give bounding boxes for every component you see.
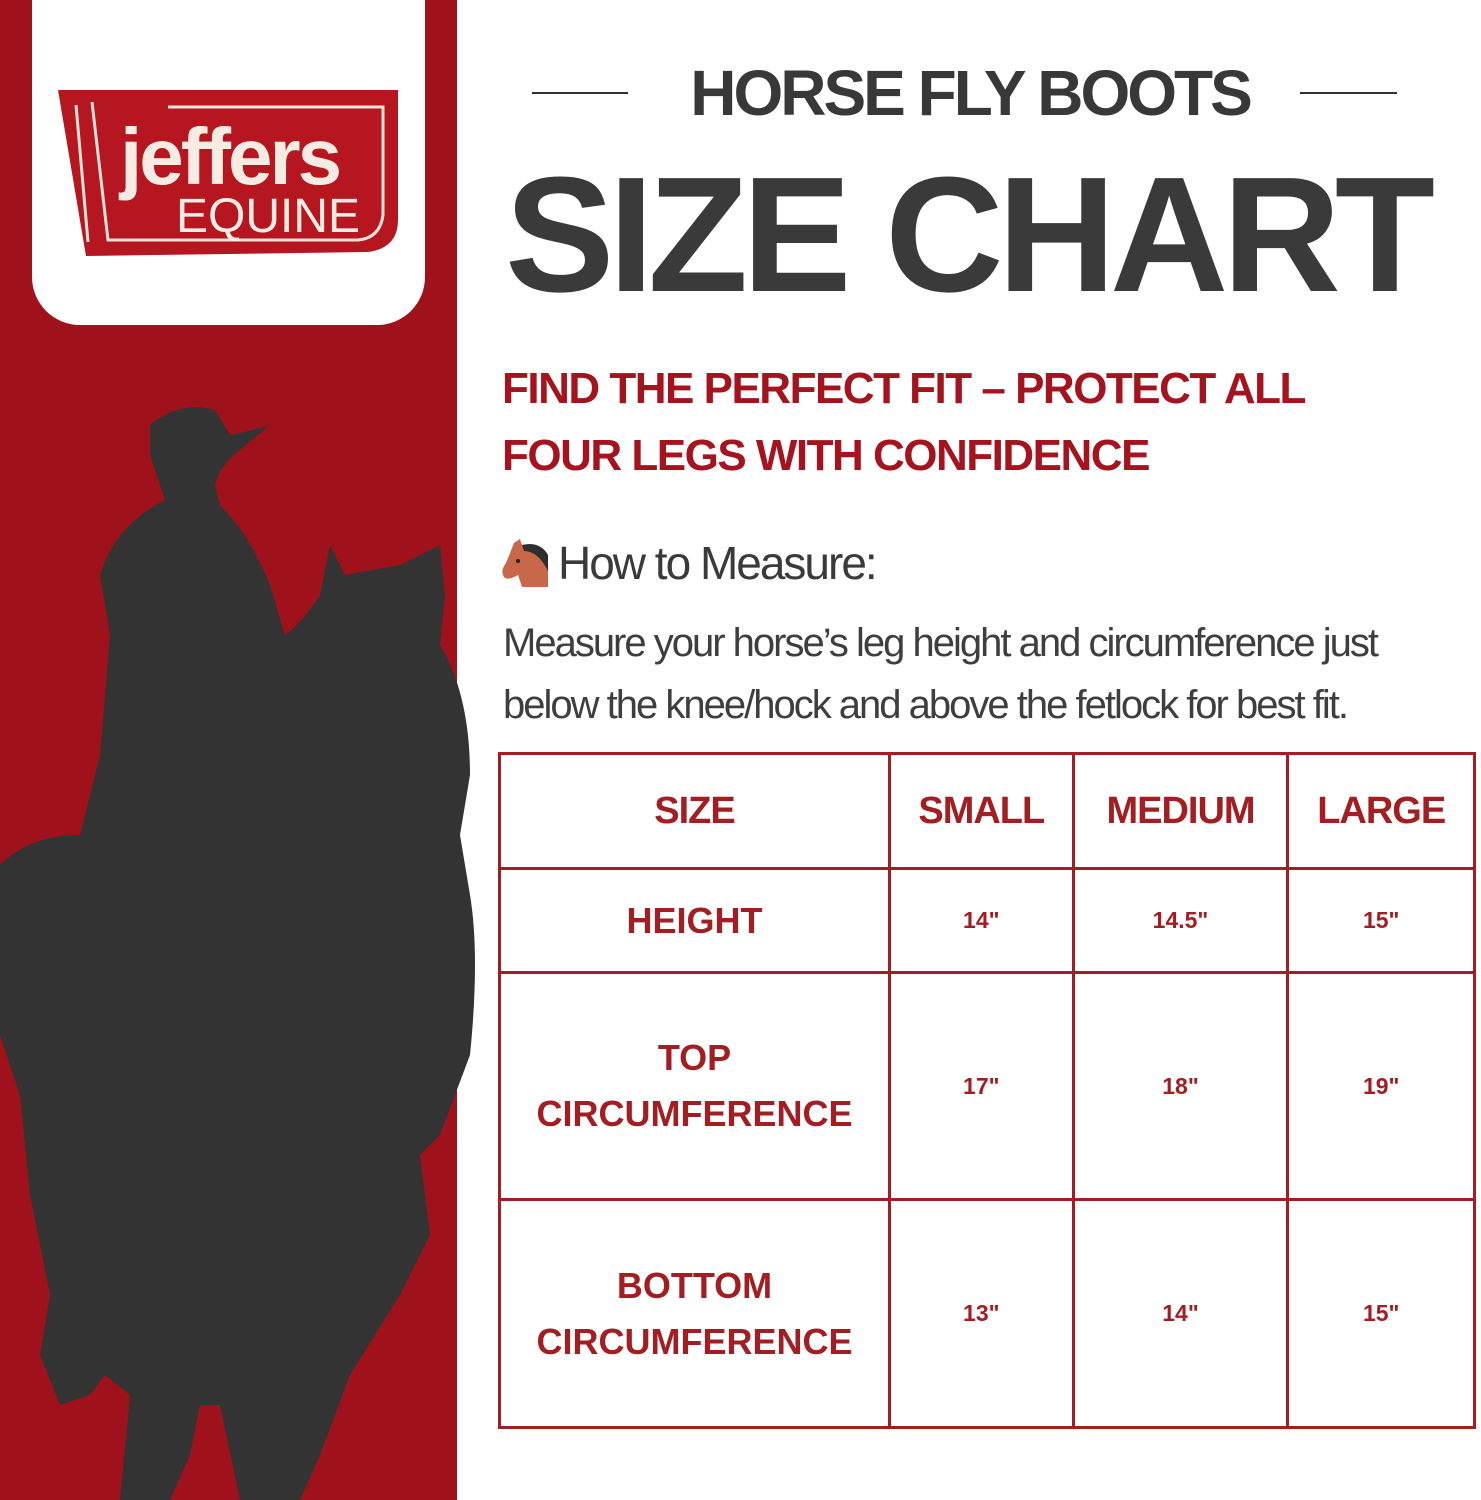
cell-value: 18" xyxy=(1071,971,1290,1201)
jeffers-equine-logo: jeffers EQUINE xyxy=(58,90,398,256)
cell-value: 14" xyxy=(888,867,1075,974)
row-label-bottom-circumference: BOTTOM CIRCUMFERENCE xyxy=(498,1198,891,1429)
table-row: BOTTOM CIRCUMFERENCE 13" 14" 15" xyxy=(498,1198,1476,1429)
size-chart-table: SIZE SMALL MEDIUM LARGE HEIGHT 14" 14.5"… xyxy=(498,752,1476,1429)
measure-instructions: Measure your horse’s leg height and circ… xyxy=(503,621,1379,727)
horse-face-icon xyxy=(502,539,548,587)
header-large: LARGE xyxy=(1286,752,1476,870)
table-row: HEIGHT 14" 14.5" 15" xyxy=(498,867,1476,974)
cell-value: 15" xyxy=(1286,1198,1476,1429)
tagline-line-2: FOUR LEGS WITH CONFIDENCE xyxy=(502,431,1150,480)
row-label-line: CIRCUMFERENCE xyxy=(536,1320,853,1362)
table-row: TOP CIRCUMFERENCE 17" 18" 19" xyxy=(498,971,1476,1201)
cell-value: 17" xyxy=(888,971,1075,1201)
header-small: SMALL xyxy=(888,752,1075,870)
cell-value: 14.5" xyxy=(1071,867,1290,974)
title-rule-right xyxy=(1300,92,1397,94)
header-medium: MEDIUM xyxy=(1071,752,1290,870)
tagline: FIND THE PERFECT FIT – PROTECT ALL FOUR … xyxy=(502,355,1477,489)
cell-value: 19" xyxy=(1286,971,1476,1201)
row-label-line: TOP xyxy=(657,1037,732,1078)
row-label-line: CIRCUMFERENCE xyxy=(536,1093,853,1134)
page-title: SIZE CHART xyxy=(505,143,1435,326)
cell-value: 15" xyxy=(1286,867,1476,974)
cell-value: 13" xyxy=(888,1198,1075,1429)
table-header-row: SIZE SMALL MEDIUM LARGE xyxy=(498,752,1476,870)
cell-value: 14" xyxy=(1071,1198,1290,1429)
row-label-height: HEIGHT xyxy=(498,867,891,974)
svg-text:EQUINE: EQUINE xyxy=(176,190,360,243)
row-label-line: BOTTOM xyxy=(616,1264,773,1306)
tagline-line-1: FIND THE PERFECT FIT – PROTECT ALL xyxy=(502,364,1306,413)
row-label-top-circumference: TOP CIRCUMFERENCE xyxy=(498,971,891,1201)
product-title: HORSE FLY BOOTS xyxy=(690,57,1253,129)
how-to-measure-label: How to Measure: xyxy=(558,537,878,589)
rider-silhouette xyxy=(0,407,475,1500)
title-rule-left xyxy=(532,92,628,94)
how-to-measure-heading: How to Measure: xyxy=(500,536,878,590)
header-size: SIZE xyxy=(498,752,891,870)
svg-text:jeffers: jeffers xyxy=(118,112,340,201)
